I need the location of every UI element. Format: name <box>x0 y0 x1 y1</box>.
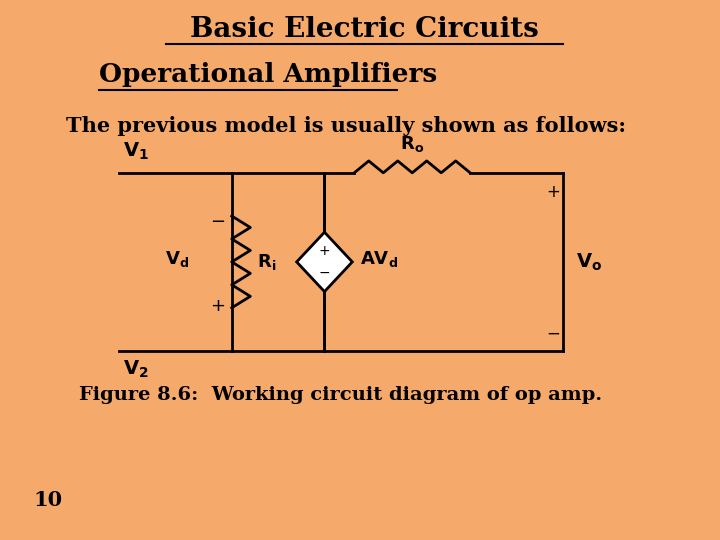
Polygon shape <box>297 232 352 292</box>
Text: $\mathbf{V_2}$: $\mathbf{V_2}$ <box>122 359 148 380</box>
Text: $\mathbf{V_o}$: $\mathbf{V_o}$ <box>576 251 602 273</box>
Text: Operational Amplifiers: Operational Amplifiers <box>99 62 438 87</box>
Text: Figure 8.6:  Working circuit diagram of op amp.: Figure 8.6: Working circuit diagram of o… <box>79 386 603 404</box>
Text: $\mathbf{V_1}$: $\mathbf{V_1}$ <box>122 141 148 162</box>
Text: $-$: $-$ <box>546 323 560 341</box>
Text: Basic Electric Circuits: Basic Electric Circuits <box>190 16 539 43</box>
Text: $-$: $-$ <box>318 265 330 279</box>
Text: $\mathbf{V_d}$: $\mathbf{V_d}$ <box>165 249 189 269</box>
Text: The previous model is usually shown as follows:: The previous model is usually shown as f… <box>66 116 626 136</box>
Text: 10: 10 <box>33 490 62 510</box>
Text: $\mathbf{R_i}$: $\mathbf{R_i}$ <box>257 252 276 272</box>
Text: $-$: $-$ <box>210 211 225 229</box>
Text: $\mathbf{R_o}$: $\mathbf{R_o}$ <box>400 134 424 154</box>
Text: $+$: $+$ <box>210 297 225 315</box>
Text: $+$: $+$ <box>318 244 330 258</box>
Text: $+$: $+$ <box>546 183 560 200</box>
Text: $\mathbf{AV_d}$: $\mathbf{AV_d}$ <box>360 249 398 269</box>
